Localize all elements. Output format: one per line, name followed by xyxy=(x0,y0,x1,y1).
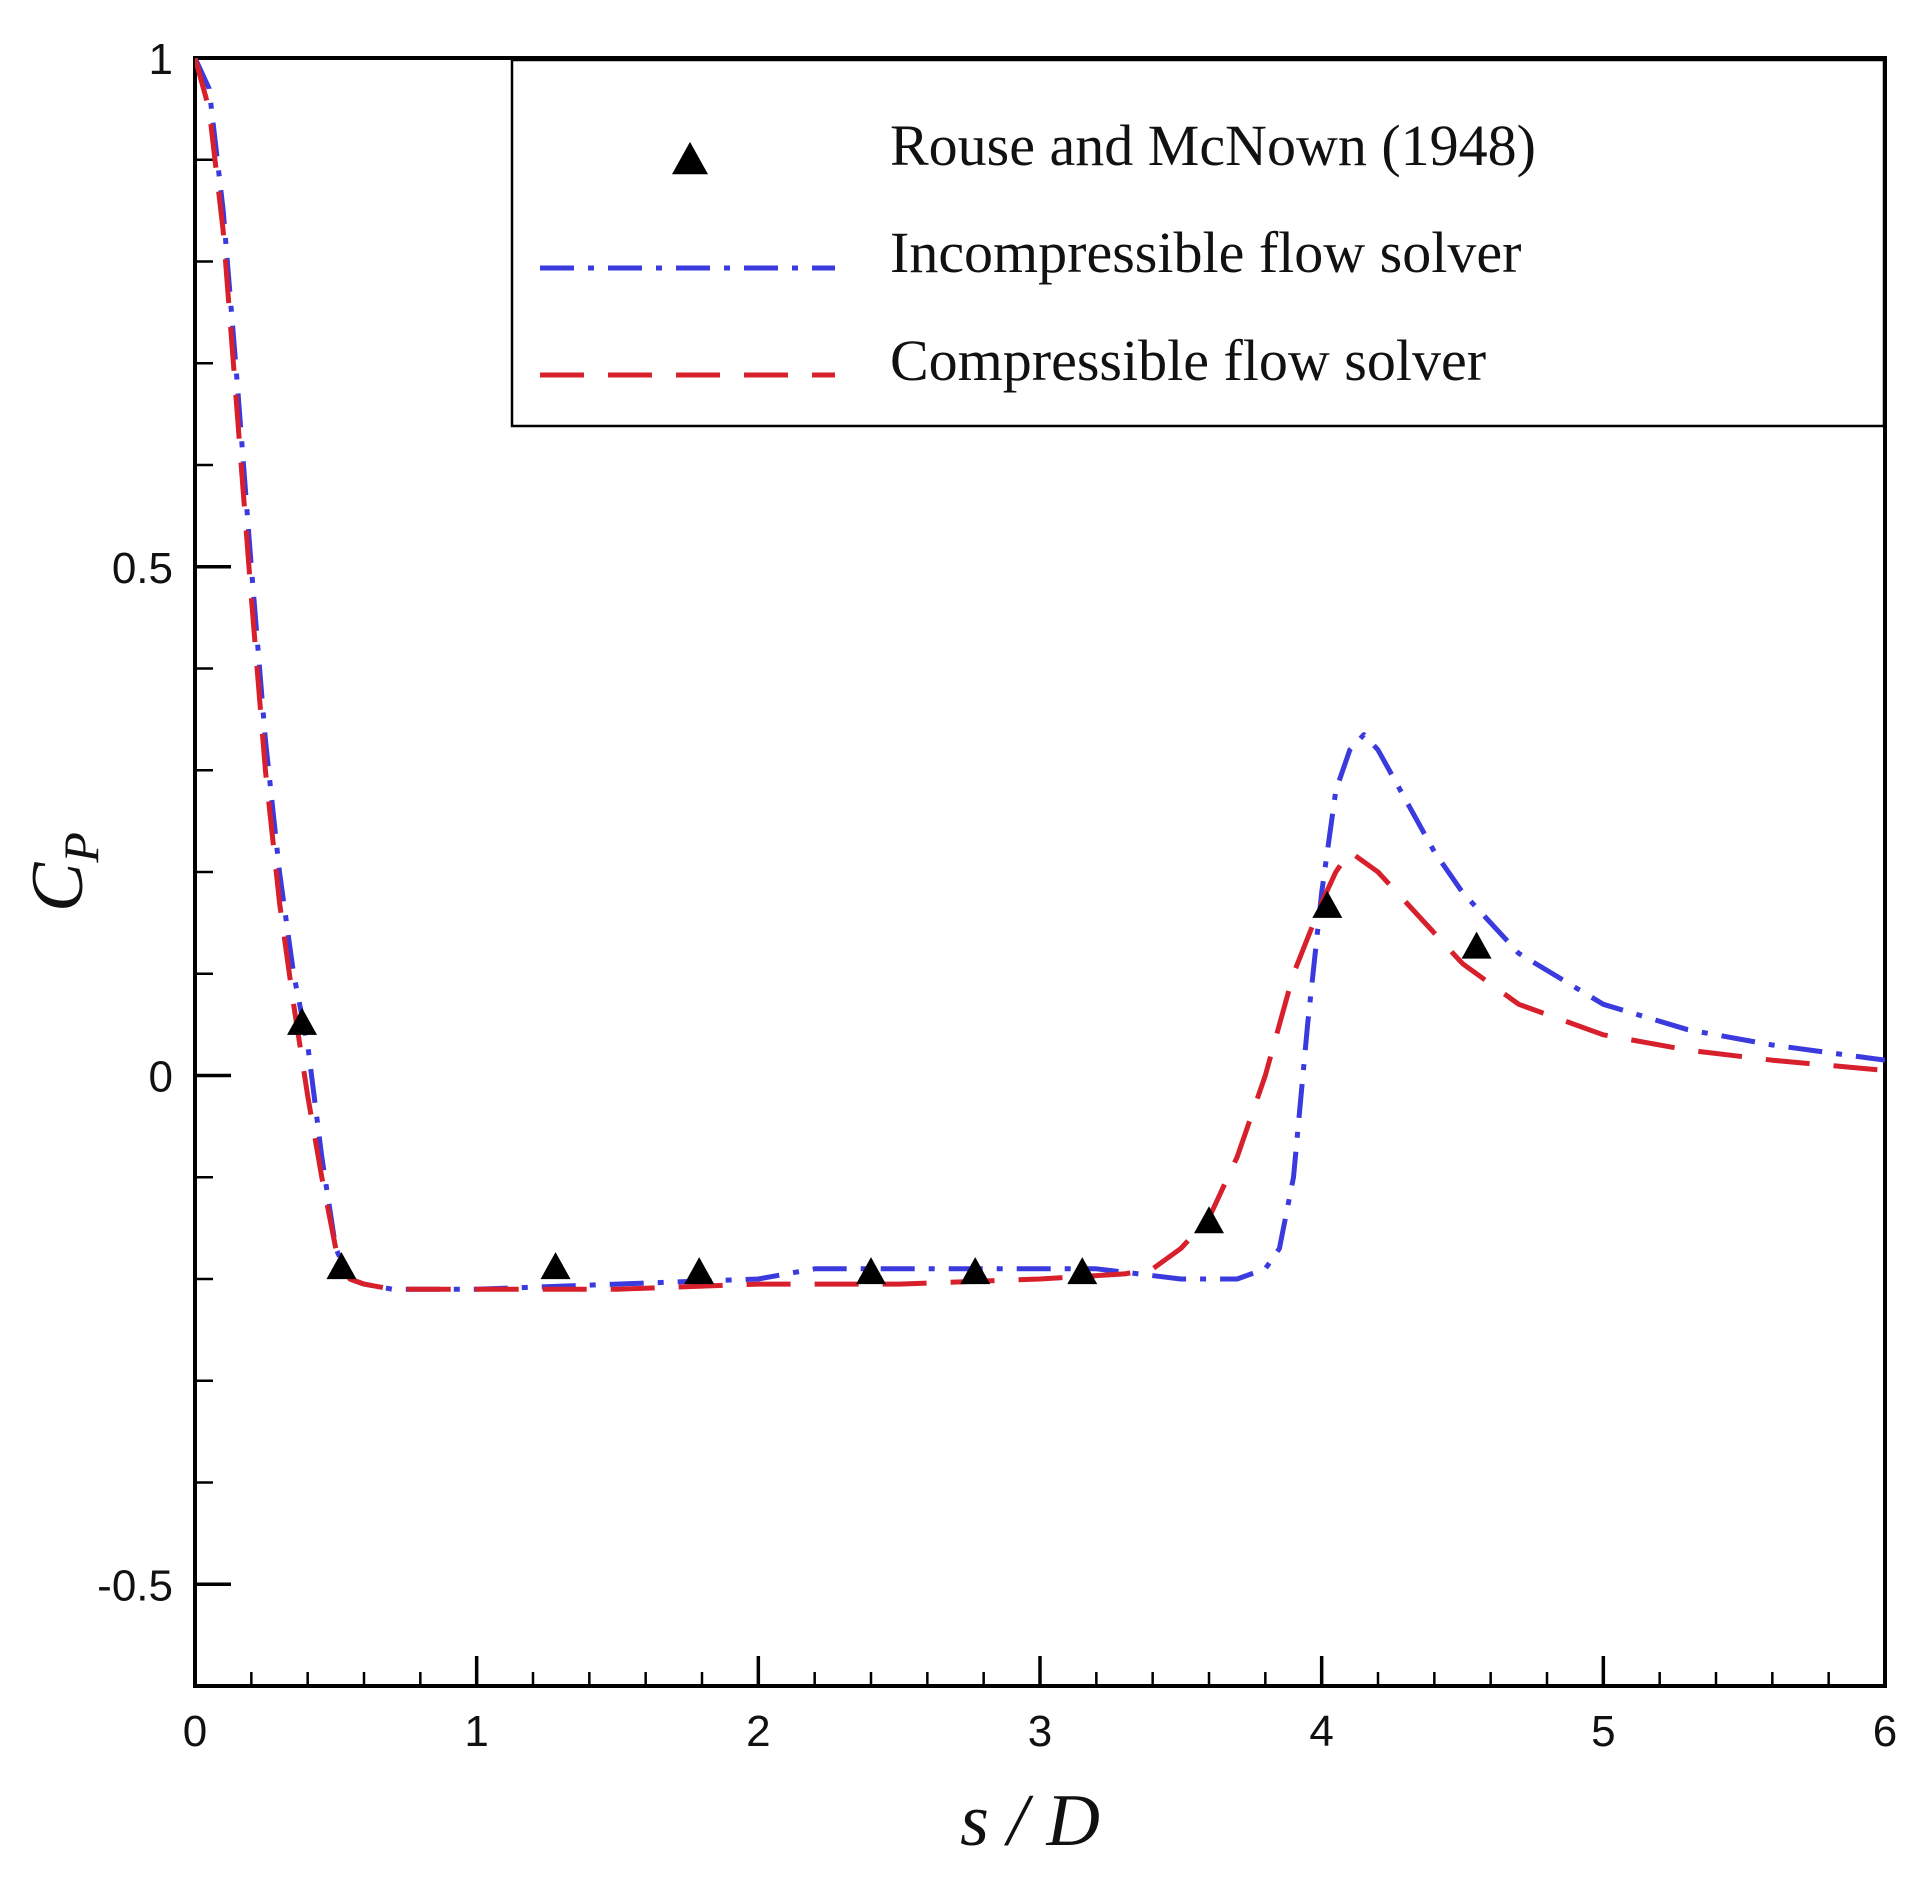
legend-label-incompressible: Incompressible flow solver xyxy=(890,220,1521,285)
y-tick-label: 1 xyxy=(149,35,173,84)
data-point-rouse-mcnown xyxy=(1312,890,1343,918)
legend-key-rouse-mcnown xyxy=(672,141,708,175)
x-tick-label: 6 xyxy=(1873,1707,1897,1756)
axis-tick-labels: 0 1 2 3 4 5 6 -0.5 0 0.5 1 xyxy=(97,35,1897,1756)
legend: Rouse and McNown (1948) Incompressible f… xyxy=(510,58,1886,428)
data-point-rouse-mcnown xyxy=(540,1252,571,1280)
data-point-rouse-mcnown xyxy=(960,1257,991,1285)
x-tick-label: 0 xyxy=(183,1707,207,1756)
x-tick-label: 5 xyxy=(1591,1707,1615,1756)
series-line-incompressible xyxy=(195,58,1885,1292)
y-tick-label: 0.5 xyxy=(112,544,173,593)
axis-ticks xyxy=(193,56,1887,1686)
legend-label-rouse-mcnown: Rouse and McNown (1948) xyxy=(890,113,1536,178)
series-line-compressible xyxy=(195,58,1885,1292)
data-point-rouse-mcnown xyxy=(856,1257,886,1285)
y-axis-label: CP xyxy=(17,832,109,912)
x-tick-label: 3 xyxy=(1028,1707,1052,1756)
data-point-rouse-mcnown xyxy=(684,1257,715,1285)
x-tick-label: 4 xyxy=(1309,1707,1333,1756)
series-markers xyxy=(287,890,1492,1285)
data-point-rouse-mcnown xyxy=(1461,931,1492,959)
series-lines xyxy=(195,58,1885,1292)
legend-keys xyxy=(540,141,835,378)
x-tick-label: 1 xyxy=(464,1707,488,1756)
y-axis-label-subscript: P xyxy=(53,832,109,864)
y-tick-label: -0.5 xyxy=(97,1561,173,1610)
legend-box xyxy=(510,58,1886,428)
data-point-rouse-mcnown xyxy=(1194,1206,1224,1234)
y-axis-label-main: C xyxy=(17,861,99,912)
x-axis-label: s / D xyxy=(960,1780,1100,1862)
data-point-rouse-mcnown xyxy=(326,1252,357,1280)
legend-label-compressible: Compressible flow solver xyxy=(890,328,1486,393)
data-point-rouse-mcnown xyxy=(1067,1257,1098,1285)
data-point-rouse-mcnown xyxy=(287,1007,318,1035)
y-tick-label: 0 xyxy=(149,1053,173,1102)
x-tick-label: 2 xyxy=(746,1707,770,1756)
